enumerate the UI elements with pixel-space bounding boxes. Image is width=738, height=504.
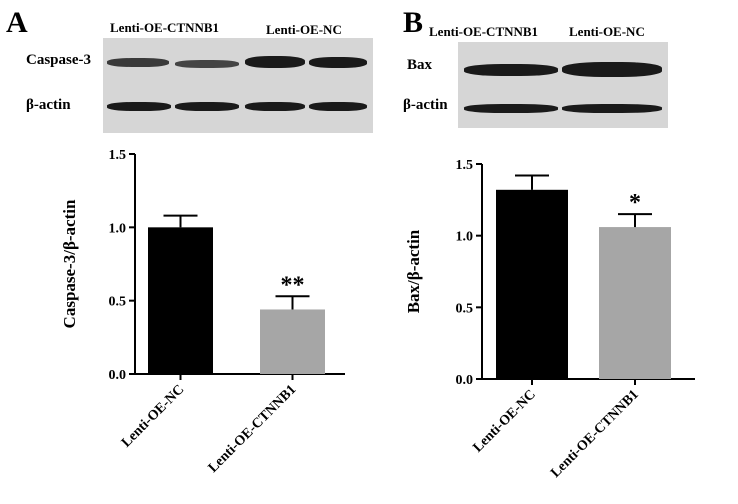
chart-b-bar (496, 189, 568, 379)
chart-a-bar (148, 227, 213, 374)
blot-a-image (103, 38, 373, 133)
chart-b-y-axis-label: Bax/β-actin (404, 229, 423, 313)
blot-b-lane-label-ctnnb1: Lenti-OE-CTNNB1 (429, 24, 539, 39)
chart-b-y-tick-label: 0.5 (456, 301, 474, 316)
blot-a-row-label-actin: β-actin (26, 97, 71, 113)
blot-a-band (175, 60, 239, 68)
chart-a-y-tick-label: 0.0 (109, 368, 127, 383)
chart-a-y-tick-label: 0.5 (109, 295, 127, 310)
chart-a-y-tick-label: 1.0 (109, 221, 127, 236)
chart-b-category-label: Lenti-OE-CTNNB1 (548, 387, 642, 481)
chart-b-y-tick-label: 1.0 (456, 230, 474, 245)
blot-a-band (107, 58, 169, 67)
blot-a-lane-label-nc: Lenti-OE-NC (266, 22, 342, 37)
panel-a-letter: A (6, 6, 28, 39)
blot-b-row-label-bax: Bax (407, 57, 433, 73)
blot-b-image (458, 42, 668, 128)
blot-b-band (464, 64, 558, 76)
chart-a-category-label: Lenti-OE-NC (119, 382, 187, 450)
chart-b-category-label: Lenti-OE-NC (470, 387, 538, 455)
panel-b-letter: B (403, 6, 424, 39)
chart-a-bar (260, 309, 325, 374)
chart-a-y-tick-label: 1.5 (109, 148, 127, 163)
blot-b-band (562, 62, 662, 77)
chart-b-y-tick-label: 1.5 (456, 158, 474, 173)
blot-a-band (309, 102, 367, 111)
blot-a-band (107, 102, 171, 111)
chart-a-y-axis-label: Caspase-3/β-actin (60, 199, 79, 328)
blot-a-band (245, 56, 305, 68)
blot-b-row-label-actin: β-actin (403, 97, 448, 113)
blot-a-band (245, 102, 305, 111)
chart-a-category-label: Lenti-OE-CTNNB1 (206, 382, 300, 476)
chart-a-significance-marker: ** (281, 272, 305, 298)
blot-a-lane-label-ctnnb1: Lenti-OE-CTNNB1 (110, 20, 220, 35)
chart-b-y-tick-label: 0.0 (456, 373, 474, 388)
blot-a-band (309, 57, 367, 68)
chart-b-significance-marker: * (629, 190, 641, 216)
chart-b-bar (599, 227, 671, 379)
blot-a-band (175, 102, 239, 111)
blot-b-lane-label-nc: Lenti-OE-NC (569, 24, 645, 39)
blot-b-band (562, 104, 662, 113)
blot-a-row-label-caspase3: Caspase-3 (26, 52, 92, 68)
blot-b-band (464, 104, 558, 113)
